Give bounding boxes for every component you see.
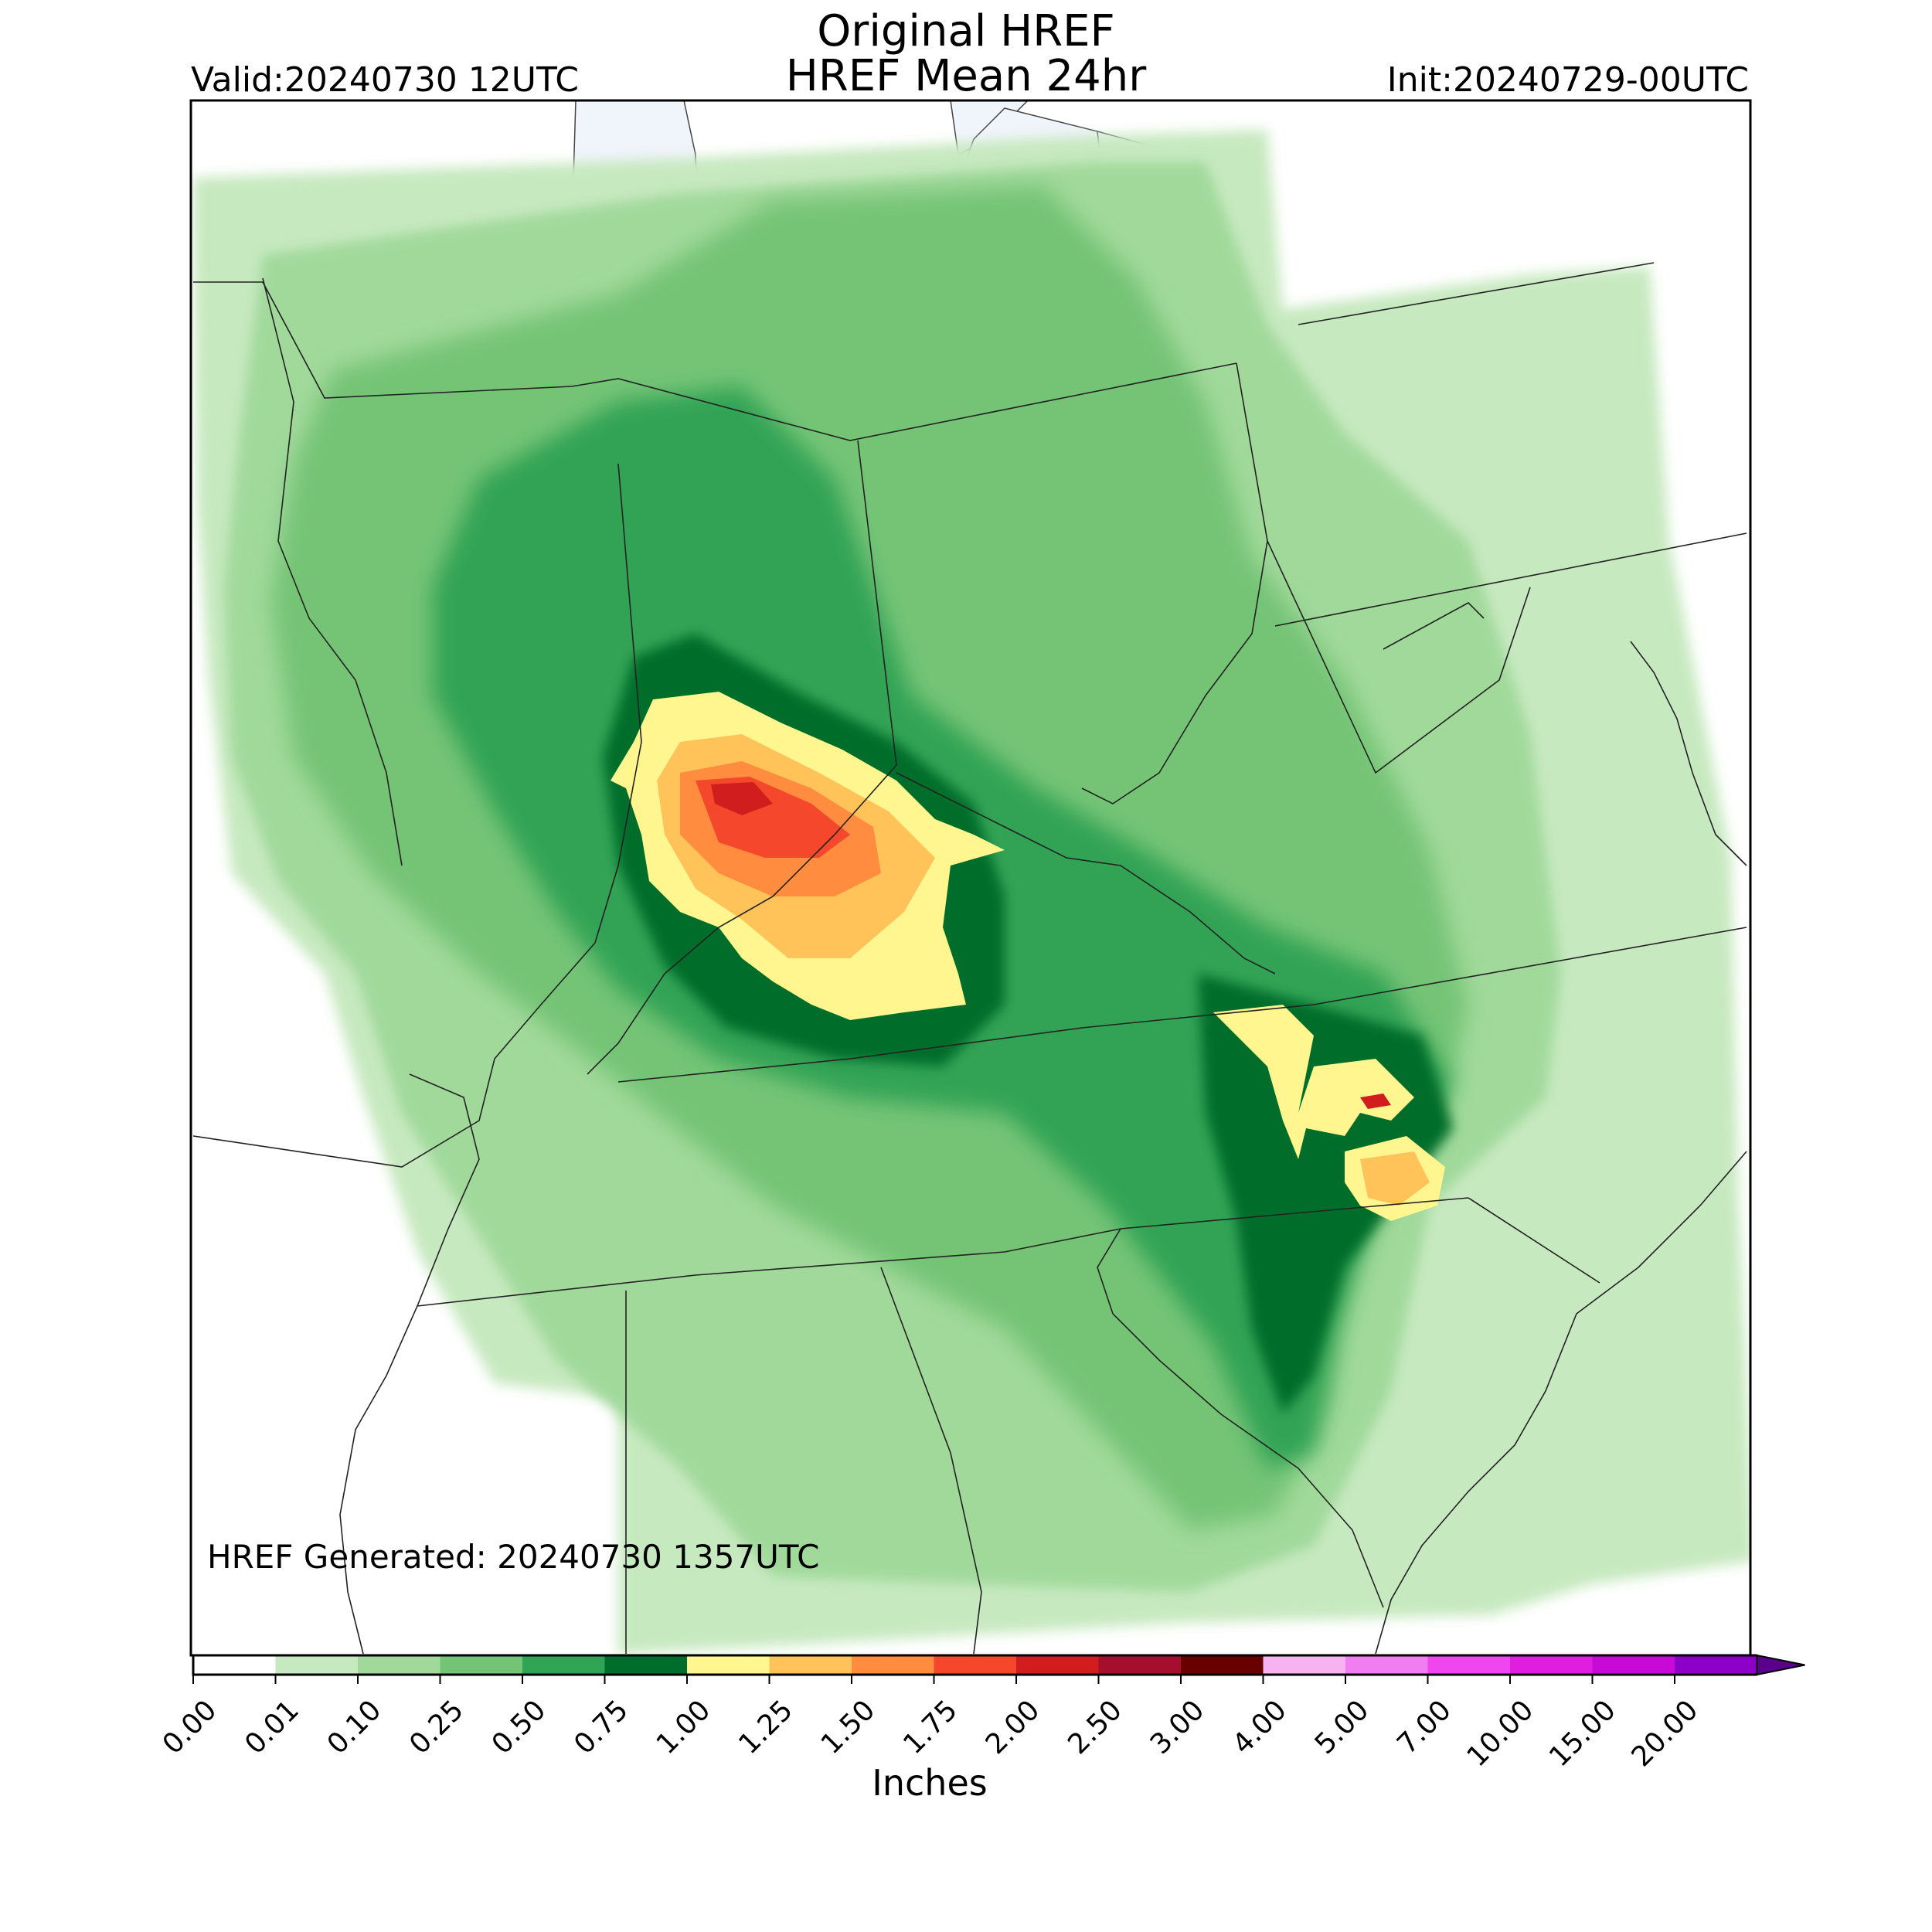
- colorbar-tick-label: 1.75: [897, 1694, 964, 1760]
- boundary-line: [1097, 1228, 1384, 1608]
- colorbar-swatch: [1592, 1655, 1675, 1675]
- colorbar-swatch: [769, 1655, 852, 1675]
- boundary-line: [896, 772, 1276, 975]
- coastline: [1630, 641, 1747, 866]
- coastline: [262, 277, 403, 866]
- colorbar-tick-label: 0.10: [321, 1694, 388, 1760]
- colorbar-swatch: [358, 1655, 440, 1675]
- precip-1-00-east: [1213, 1005, 1414, 1159]
- colorbar: 0.00 0.01 0.10 0.25 0.50 0.75 1.00 1.25 1.50 1.75…: [157, 1654, 1805, 1773]
- map-content: [192, 100, 1750, 1655]
- colorbar-swatch: [1510, 1655, 1593, 1675]
- colorbar-swatch: [1263, 1655, 1346, 1675]
- colorbar-label: Inches: [872, 1762, 988, 1804]
- boundary-line: [1468, 1197, 1600, 1284]
- colorbar-tick-label: 2.00: [980, 1694, 1046, 1760]
- colorbar-tick-label: 2.50: [1062, 1694, 1128, 1760]
- colorbar-outline: [192, 1654, 1757, 1676]
- colorbar-tick-label: 0.01: [239, 1694, 305, 1760]
- colorbar-swatch: [1427, 1655, 1511, 1675]
- boundary-line: [587, 440, 897, 1075]
- colorbar-swatch: [1345, 1655, 1428, 1675]
- colorbar-tick-label: 3.00: [1145, 1694, 1211, 1760]
- boundary-line: [617, 927, 1747, 1083]
- coastline: [1375, 1151, 1747, 1655]
- colorbar-swatch: [522, 1655, 605, 1675]
- generated-time: HREF Generated: 20240730 1357UTC: [207, 1538, 820, 1576]
- colorbar-extend-arrow: [1756, 1654, 1805, 1676]
- colorbar-tick-label: 1.25: [733, 1694, 799, 1760]
- colorbar-swatch: [852, 1655, 934, 1675]
- colorbar-tick-label: 5.00: [1309, 1694, 1376, 1760]
- colorbar-swatch: [604, 1655, 688, 1675]
- colorbar-swatch: [1016, 1655, 1099, 1675]
- colorbar-swatch: [1098, 1655, 1182, 1675]
- colorbar-tick-label: 7.00: [1391, 1694, 1458, 1760]
- valid-time: Valid:20240730 12UTC: [191, 60, 580, 100]
- boundary-line: [1383, 602, 1485, 650]
- boundary-line: [417, 1197, 1469, 1307]
- coastline: [339, 1073, 480, 1655]
- colorbar-tick-label: 0.75: [568, 1694, 634, 1760]
- boundary-line: [192, 463, 642, 1168]
- colorbar-swatch: [1181, 1655, 1264, 1675]
- boundaries: [192, 262, 1747, 1655]
- precip-2-00-east: [1360, 1094, 1391, 1109]
- boundary-line: [1267, 540, 1531, 774]
- colorbar-swatch: [1675, 1655, 1757, 1675]
- colorbar-swatch: [193, 1655, 276, 1675]
- boundary-line: [880, 1267, 982, 1655]
- colorbar-tick-label: 4.00: [1226, 1694, 1293, 1760]
- colorbar-tick-label: 1.50: [815, 1694, 882, 1760]
- colorbar-tick-label: 0.00: [157, 1694, 223, 1760]
- colorbar-tick-label: 1.00: [651, 1694, 717, 1760]
- colorbar-tick-label: 0.50: [486, 1694, 553, 1760]
- precip-1-25-nc: [1360, 1151, 1430, 1206]
- boundary-line: [1298, 262, 1655, 325]
- colorbar-tick-label: 0.25: [403, 1694, 470, 1760]
- init-time: Init:20240729-00UTC: [1386, 60, 1749, 100]
- colorbar-swatch: [275, 1655, 359, 1675]
- precip-shading: [193, 130, 1750, 1654]
- precip-2-00: [711, 782, 773, 815]
- title-line-2: HREF Mean 24hr: [785, 51, 1147, 101]
- title-line-1: Original HREF: [817, 6, 1115, 56]
- boundary-line: [1274, 532, 1747, 627]
- colorbar-swatch: [440, 1655, 523, 1675]
- colorbar-swatch: [934, 1655, 1017, 1675]
- boundary-line: [193, 281, 1237, 441]
- colorbar-swatch: [687, 1655, 770, 1675]
